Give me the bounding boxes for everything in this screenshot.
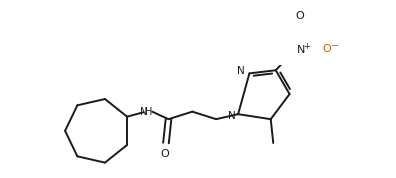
Text: N: N xyxy=(297,45,305,55)
Text: O: O xyxy=(322,44,331,54)
Text: O: O xyxy=(160,149,169,159)
Text: N: N xyxy=(228,111,236,121)
Text: N: N xyxy=(237,67,244,77)
Text: N: N xyxy=(140,107,148,117)
Text: O: O xyxy=(296,11,305,21)
Text: +: + xyxy=(303,42,310,51)
Text: −: − xyxy=(331,41,339,51)
Text: H: H xyxy=(145,107,152,117)
